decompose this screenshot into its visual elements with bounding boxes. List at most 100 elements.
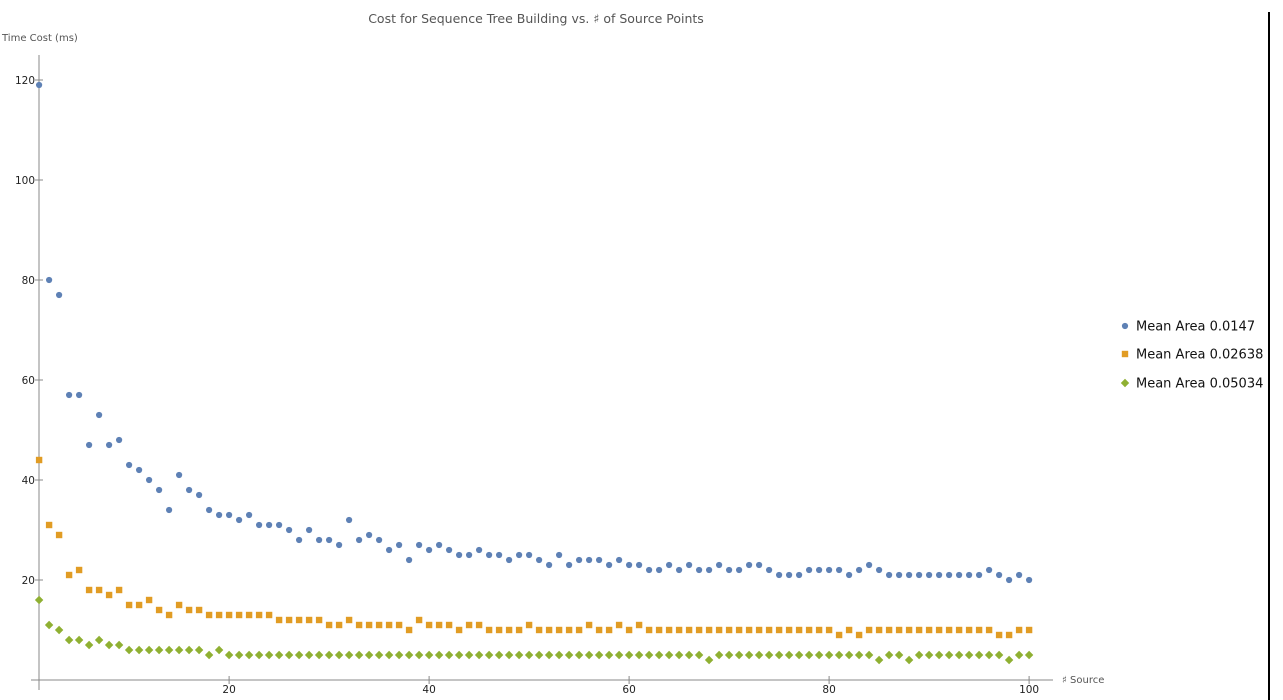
data-point [514,650,524,660]
data-point [306,526,313,534]
x-tick-label: 80 [822,684,835,696]
data-point [916,571,923,579]
data-point [966,571,973,579]
data-point [296,536,303,544]
data-point [74,635,84,645]
data-point [655,626,663,634]
y-tick-label: 40 [22,475,35,487]
data-point [664,650,674,660]
data-point [716,561,723,569]
data-point [635,621,643,629]
data-point [936,571,943,579]
data-point [644,650,654,660]
data-point [745,626,753,634]
data-point [875,626,883,634]
data-point [465,621,473,629]
data-point [534,650,544,660]
data-point [476,546,483,554]
data-point [146,476,153,484]
data-point [164,645,174,655]
data-point [604,650,614,660]
data-point [144,645,154,655]
data-point [284,650,294,660]
data-point [826,566,833,574]
data-point [35,456,43,464]
data-point [1025,626,1033,634]
data-point [595,626,603,634]
data-point [114,640,124,650]
data-point [46,276,53,284]
data-point [854,650,864,660]
data-point [466,551,473,559]
data-point [1006,576,1013,584]
data-point [994,650,1004,660]
data-point [876,566,883,574]
data-point [256,521,263,529]
data-point [244,650,254,660]
data-point [486,551,493,559]
data-point [324,650,334,660]
data-point [404,650,414,660]
data-point [376,536,383,544]
data-point [764,650,774,660]
data-point [1016,571,1023,579]
data-point [545,626,553,634]
data-point [944,650,954,660]
y-tick-label: 20 [22,575,35,587]
data-point [215,611,223,619]
data-point [354,650,364,660]
data-point [365,621,373,629]
data-point [155,606,163,614]
data-point [814,650,824,660]
data-point [824,650,834,660]
data-point [586,556,593,564]
data-point [325,621,333,629]
data-point [675,626,683,634]
data-point [396,541,403,549]
data-point [696,566,703,574]
data-point [106,441,113,449]
data-point [496,551,503,559]
data-point [755,626,763,634]
data-point [704,655,714,665]
data-point [124,645,134,655]
data-point [156,486,163,494]
y-tick-label: 120 [15,75,35,87]
data-point [405,626,413,634]
data-point [235,611,243,619]
data-point [495,626,503,634]
data-point [435,621,443,629]
data-point [1005,631,1013,639]
data-point [334,650,344,660]
data-point [126,461,133,469]
data-point [385,621,393,629]
data-point [605,626,613,634]
data-point [436,541,443,549]
data-point [175,601,183,609]
data-point [186,486,193,494]
data-point [985,626,993,634]
data-point [195,606,203,614]
data-point [384,650,394,660]
data-point [945,626,953,634]
data-point [246,511,253,519]
x-tick-label: 100 [1019,684,1039,696]
data-point [216,511,223,519]
data-point [825,626,833,634]
data-point [135,601,143,609]
data-point [844,650,854,660]
data-point [86,441,93,449]
data-point [136,466,143,474]
data-point [294,650,304,660]
data-point [355,621,363,629]
data-point [454,650,464,660]
data-point [276,521,283,529]
data-point [555,626,563,634]
series-2-points [35,456,1033,639]
data-point [165,611,173,619]
data-point [634,650,644,660]
data-point [984,650,994,660]
y-axis-label: Time Cost (ms) [1,33,78,44]
data-point [786,571,793,579]
data-point [484,650,494,660]
